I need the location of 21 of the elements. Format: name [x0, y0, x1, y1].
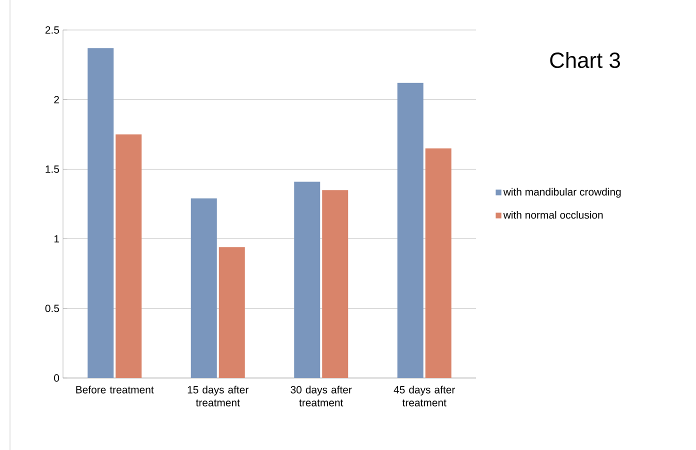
text: Chart 3 [550, 52, 620, 68]
bar [116, 134, 142, 378]
y-tick-label: 0.5 [45, 304, 60, 312]
bar [425, 148, 452, 378]
bar [294, 182, 320, 378]
x-tick-label: 45 days after treatment [394, 386, 456, 406]
bar [397, 82, 424, 378]
legend-label: with normal occlusion [503, 210, 603, 219]
y-tick-label: 2.5 [45, 26, 60, 34]
bar [218, 247, 245, 378]
y-tick-label: 0 [54, 374, 60, 382]
y-tick-label: 2 [54, 96, 59, 104]
y-tick-label: 1.5 [46, 166, 60, 173]
x-tick-label: 30 days after treatment [290, 386, 352, 406]
bar [88, 48, 114, 378]
x-tick-label: Before treatment [76, 386, 154, 394]
legend-label: with mandibular crowding [503, 188, 621, 198]
y-tick-label: 1 [54, 235, 59, 242]
bar [322, 190, 348, 378]
bar [190, 198, 217, 378]
x-tick-label: 15 days after treatment [188, 386, 249, 406]
